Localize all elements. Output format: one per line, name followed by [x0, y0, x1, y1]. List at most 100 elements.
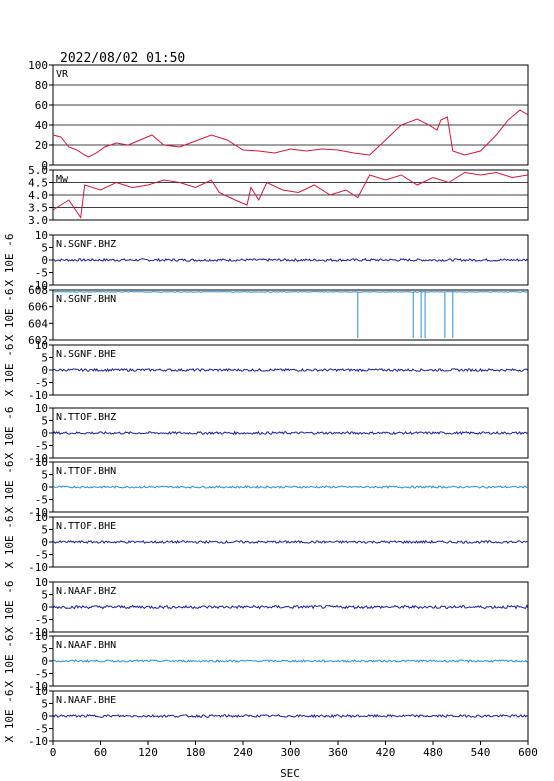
panel-n-sgnf-bhn: 608 606 604 602 N.SGNF.BHN X 10E -6: [3, 284, 529, 347]
y-axis-label: X 10E -6: [3, 234, 16, 287]
y-tick-label: 3.5: [28, 202, 48, 215]
y-tick-label: 602: [28, 334, 48, 347]
trace-line: [52, 604, 529, 610]
y-tick-label: -10: [28, 506, 48, 519]
y-tick-label: -5: [35, 494, 48, 507]
y-axis-label: X 10E -6: [3, 635, 16, 688]
y-tick-label: 0: [41, 601, 48, 614]
y-tick-label: -5: [35, 668, 48, 681]
y-tick-label: 608: [28, 284, 48, 297]
panel-vr: 100 80 60 40 20 0 VR: [28, 59, 529, 172]
y-tick-label: 80: [35, 79, 48, 92]
y-tick-label: 10: [35, 339, 48, 352]
y-tick-label: 100: [28, 59, 48, 72]
y-tick-label: 5: [41, 242, 48, 255]
y-tick-label: 0: [41, 427, 48, 440]
y-tick-label: 5: [41, 643, 48, 656]
x-tick-label: 420: [376, 746, 396, 759]
y-tick-label: 0: [41, 536, 48, 549]
y-tick-label: -5: [35, 549, 48, 562]
panel-label: N.TTOF.BHZ: [56, 412, 116, 423]
y-tick-label: 0: [41, 364, 48, 377]
y-tick-label: 10: [35, 402, 48, 415]
y-tick-label: -10: [28, 389, 48, 402]
y-tick-label: 604: [28, 317, 48, 330]
y-tick-label: 606: [28, 301, 48, 314]
panel-label: N.NAAF.BHE: [56, 695, 116, 706]
trace-line: [52, 109, 529, 158]
y-axis-label: X 10E -6: [3, 344, 16, 397]
x-tick-label: 600: [518, 746, 538, 759]
panel-label: N.SGNF.BHZ: [56, 239, 116, 250]
y-tick-label: -10: [28, 680, 48, 693]
x-tick-label: 120: [138, 746, 158, 759]
y-tick-label: 5: [41, 589, 48, 602]
x-tick-label: 360: [328, 746, 348, 759]
y-tick-label: 10: [35, 576, 48, 589]
y-axis-label: X 10E -6: [3, 289, 16, 342]
trace-line: [52, 430, 529, 436]
panel-label: N.TTOF.BHE: [56, 521, 116, 532]
panel-label: VR: [56, 69, 69, 80]
y-axis-label: X 10E -6: [3, 690, 16, 743]
y-tick-label: 10: [35, 630, 48, 643]
y-tick-label: 20: [35, 139, 48, 152]
y-tick-label: 40: [35, 119, 48, 132]
panel-label: N.SGNF.BHN: [56, 294, 116, 305]
trace-line: [52, 291, 528, 293]
y-tick-label: -5: [35, 614, 48, 627]
panel-label: N.NAAF.BHN: [56, 640, 116, 651]
y-tick-label: -10: [28, 279, 48, 292]
x-tick-label: 300: [281, 746, 301, 759]
y-tick-label: 3.0: [28, 214, 48, 227]
y-tick-label: 10: [35, 685, 48, 698]
x-tick-label: 540: [471, 746, 491, 759]
trace-line: [52, 659, 529, 663]
panel-frame: [52, 289, 529, 341]
trace-line: [52, 367, 529, 373]
x-tick-label: 60: [94, 746, 107, 759]
x-tick-label: 480: [423, 746, 443, 759]
x-axis-label: SEC: [280, 767, 300, 780]
trace-line: [52, 257, 529, 263]
y-tick-label: 5: [41, 698, 48, 711]
y-tick-label: 0: [41, 159, 48, 172]
y-tick-label: -10: [28, 626, 48, 639]
y-tick-label: -10: [28, 735, 48, 748]
y-axis-label: X 10E -6: [3, 461, 16, 514]
panel-frame: [52, 234, 529, 286]
y-tick-label: -5: [35, 377, 48, 390]
x-tick-label: 180: [186, 746, 206, 759]
x-tick-label: 0: [50, 746, 57, 759]
trace-line: [52, 713, 529, 719]
y-tick-label: 5: [41, 524, 48, 537]
trace-line: [52, 171, 529, 219]
y-tick-label: -5: [35, 267, 48, 280]
y-tick-label: 4.0: [28, 189, 48, 202]
y-tick-label: 5: [41, 415, 48, 428]
y-tick-label: -5: [35, 440, 48, 453]
y-tick-label: 10: [35, 511, 48, 524]
y-tick-label: 0: [41, 254, 48, 267]
panel-label: N.TTOF.BHN: [56, 466, 116, 477]
panel-label: N.SGNF.BHE: [56, 349, 116, 360]
y-tick-label: 10: [35, 456, 48, 469]
y-tick-label: 0: [41, 655, 48, 668]
panel-label: N.NAAF.BHZ: [56, 586, 116, 597]
y-axis-label: X 10E -6: [3, 407, 16, 460]
y-tick-label: 0: [41, 481, 48, 494]
panel-mw: 5.04.54.03.53.0 Mw: [28, 164, 529, 227]
y-tick-label: -10: [28, 452, 48, 465]
panel-frame: [52, 64, 529, 166]
y-tick-label: 5: [41, 352, 48, 365]
y-axis-label: X 10E -6: [3, 581, 16, 634]
y-tick-label: 5.0: [28, 164, 48, 177]
x-tick-label: 240: [233, 746, 253, 759]
